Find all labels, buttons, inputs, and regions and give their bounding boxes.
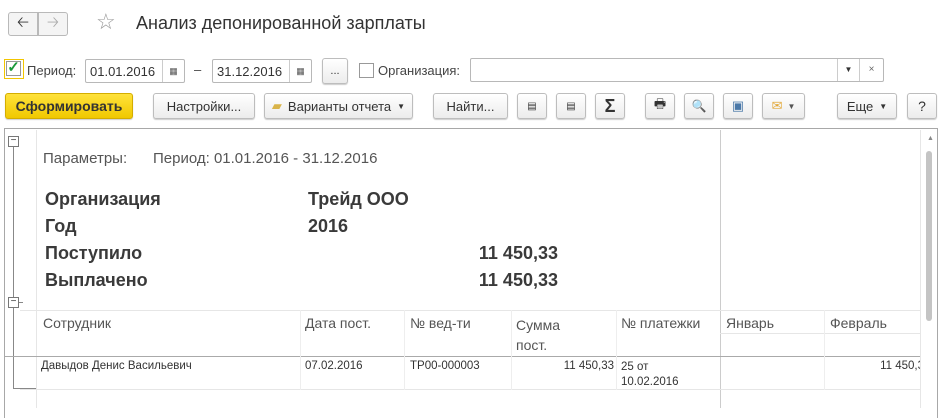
grid-line (4, 356, 920, 357)
report-area (4, 128, 938, 418)
report-variants-label: Варианты отчета (287, 98, 392, 114)
grid-line (616, 310, 617, 390)
preview-icon: 🔍 (691, 99, 707, 113)
column-header: Январь (726, 315, 774, 331)
date-cell: 07.02.2016 (305, 360, 363, 372)
chevron-down-icon: ▼ (397, 101, 406, 111)
back-button[interactable]: 🡠 (8, 12, 38, 36)
grid-line (20, 389, 920, 390)
grid-line (720, 333, 920, 334)
column-header: Февраль (830, 315, 887, 331)
payment-cell: 25 от 10.02.2016 (621, 361, 679, 388)
vertical-scrollbar[interactable]: ▲ (924, 135, 936, 408)
expand-groups-button[interactable]: ▤ (517, 93, 547, 119)
date-to-value: 31.12.2016 (217, 63, 283, 79)
grid-line (720, 130, 721, 408)
group-line (13, 308, 14, 388)
column-header: № вед-ти (410, 315, 471, 331)
summary-value: 11 450,33 (478, 270, 558, 290)
date-from-value: 01.01.2016 (90, 63, 156, 79)
params-label: Параметры: (43, 150, 128, 167)
params-value: Период: 01.01.2016 - 31.12.2016 (153, 150, 378, 167)
printer-icon: 🖶 (653, 96, 667, 111)
more-label: Еще (846, 98, 874, 114)
collapse-groups-icon: ▤ (566, 100, 576, 112)
column-header: № платежки (621, 315, 701, 331)
grid-line (920, 130, 921, 408)
dropdown-icon[interactable]: ▼ (837, 59, 859, 81)
save-button[interactable]: ▣ (723, 93, 753, 119)
more-button[interactable]: Еще ▼ (837, 93, 897, 119)
chevron-down-icon: ▼ (879, 101, 888, 111)
date-dash: – (194, 62, 202, 77)
summary-label: Организация (45, 189, 161, 209)
arrow-left-icon: 🡠 (16, 13, 30, 31)
report-folder-icon: ▰ (271, 98, 282, 113)
grid-line (300, 310, 301, 390)
calendar-icon[interactable]: ▦ (289, 60, 311, 82)
forward-button[interactable]: 🡢 (38, 12, 68, 36)
amount-cell: 11 450,33 (563, 360, 614, 372)
send-mail-button[interactable]: ✉ ▼ (762, 93, 805, 119)
grid-line (824, 310, 825, 390)
grid-line (404, 310, 405, 390)
period-select-button[interactable]: ... (322, 58, 348, 84)
scroll-up-icon[interactable]: ▲ (927, 135, 934, 142)
organization-label: Организация: (378, 63, 461, 78)
february-cell: 11 450,3 (880, 360, 920, 372)
column-header: Дата пост. (305, 315, 372, 331)
column-header: Сотрудник (43, 315, 112, 331)
sigma-icon: Σ (604, 95, 616, 116)
collapse-group-icon[interactable]: − (8, 297, 19, 308)
expand-groups-icon: ▤ (527, 100, 537, 112)
generate-button[interactable]: Сформировать (5, 93, 133, 119)
summary-label: Выплачено (45, 270, 148, 290)
settings-button[interactable]: Настройки... (153, 93, 255, 119)
date-from-field[interactable]: 01.01.2016 ▦ (85, 59, 185, 83)
period-checkbox[interactable]: ✓ (4, 59, 24, 79)
period-label: Период: (27, 63, 77, 78)
checkmark-icon: ✓ (6, 59, 21, 76)
organization-field[interactable]: ▼ × (470, 58, 884, 82)
find-button[interactable]: Найти... (433, 93, 508, 119)
window-title: Анализ депонированной зарплаты (136, 13, 426, 33)
help-button[interactable]: ? (907, 93, 937, 119)
employee-cell: Давыдов Денис Васильевич (41, 360, 192, 372)
sum-button[interactable]: Σ (595, 93, 625, 119)
calendar-icon[interactable]: ▦ (162, 60, 184, 82)
grid-line (36, 130, 37, 408)
report-variants-button[interactable]: ▰ Варианты отчета ▼ (264, 93, 413, 119)
summary-label: Поступило (45, 243, 143, 263)
column-header: Сумма пост. (516, 317, 560, 353)
summary-label: Год (45, 216, 77, 236)
arrow-right-icon: 🡢 (46, 13, 60, 31)
group-line (13, 388, 36, 389)
statement-cell: ТР00-000003 (410, 360, 480, 372)
clear-icon[interactable]: × (859, 59, 883, 81)
summary-value: 11 450,33 (478, 243, 558, 263)
scrollbar-thumb[interactable] (926, 151, 932, 321)
collapse-group-icon[interactable]: − (8, 136, 19, 147)
organization-checkbox[interactable] (359, 63, 374, 78)
date-to-field[interactable]: 31.12.2016 ▦ (212, 59, 312, 83)
grid-line (511, 310, 512, 390)
floppy-icon: ▣ (731, 98, 745, 113)
envelope-icon: ✉ (771, 98, 783, 113)
preview-button[interactable]: 🔍 (684, 93, 714, 119)
chevron-down-icon: ▼ (787, 101, 796, 111)
star-icon[interactable]: ☆ (96, 9, 116, 34)
collapse-groups-button[interactable]: ▤ (556, 93, 586, 119)
print-button[interactable]: 🖶 (645, 93, 675, 119)
grid-line (20, 310, 920, 311)
summary-value: Трейд ООО (308, 189, 409, 209)
group-line (13, 147, 14, 302)
summary-value: 2016 (308, 216, 349, 236)
